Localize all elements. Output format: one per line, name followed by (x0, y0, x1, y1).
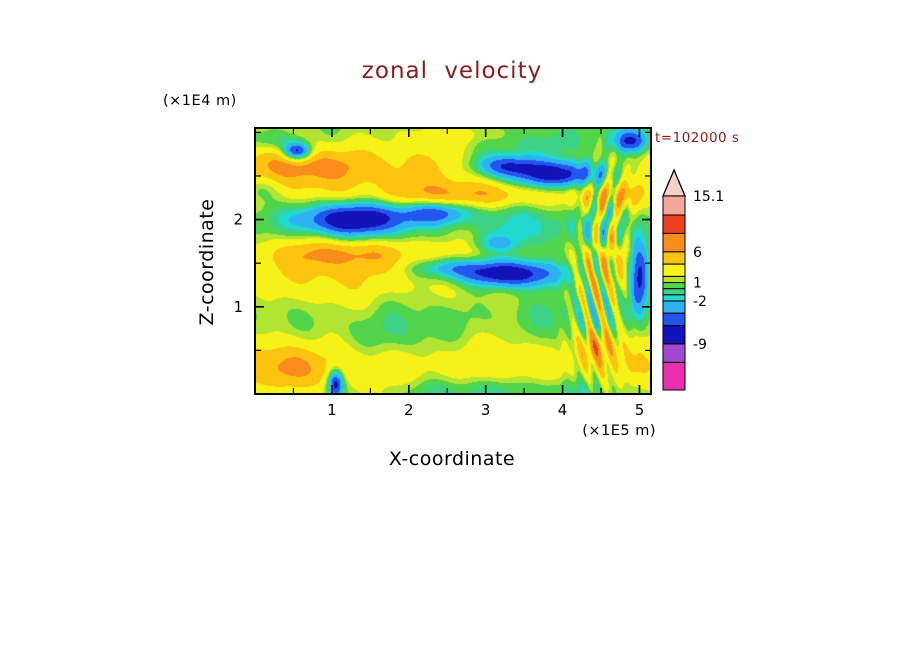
colorbar-label: 15.1 (693, 189, 724, 205)
colorbar-label: 6 (693, 245, 702, 261)
colorbar-segment (662, 294, 686, 302)
colorbar-label: 1 (693, 276, 702, 292)
colorbar-segment (662, 263, 686, 277)
contour-field-canvas (255, 128, 651, 394)
colorbar-label: -9 (693, 337, 707, 353)
colorbar-segment (662, 300, 686, 314)
colorbar-segment (662, 275, 686, 284)
x-axis-label: X-coordinate (388, 448, 516, 470)
colorbar-segment (662, 325, 686, 345)
colorbar-segment (662, 282, 686, 290)
z-tick-label: 2 (233, 211, 243, 229)
colorbar-segment (662, 343, 686, 363)
plot-frame (254, 127, 652, 395)
colorbar-label: -2 (693, 294, 707, 310)
colorbar-segment (662, 214, 686, 234)
colorbar-segment (662, 312, 686, 327)
time-label: t=102000 s (655, 130, 740, 146)
colorbar-segment (662, 361, 686, 391)
x-tick-label: 5 (635, 401, 645, 419)
colorbar-segment (662, 251, 686, 265)
colorbar-segment (662, 288, 686, 296)
colorbar-segment (662, 195, 686, 216)
colorbar-arrow-tip (662, 168, 686, 197)
x-tick-label: 2 (404, 401, 414, 419)
chart-title: zonal velocity (361, 58, 543, 84)
z-tick-label: 1 (233, 298, 243, 316)
x-tick-label: 3 (481, 401, 491, 419)
x-tick-label: 4 (558, 401, 568, 419)
colorbar-segment (662, 232, 686, 253)
x-tick-label: 1 (327, 401, 337, 419)
x-axis-unit-label: (×1E5 m) (582, 423, 656, 439)
z-axis-unit-label: (×1E4 m) (163, 93, 237, 109)
